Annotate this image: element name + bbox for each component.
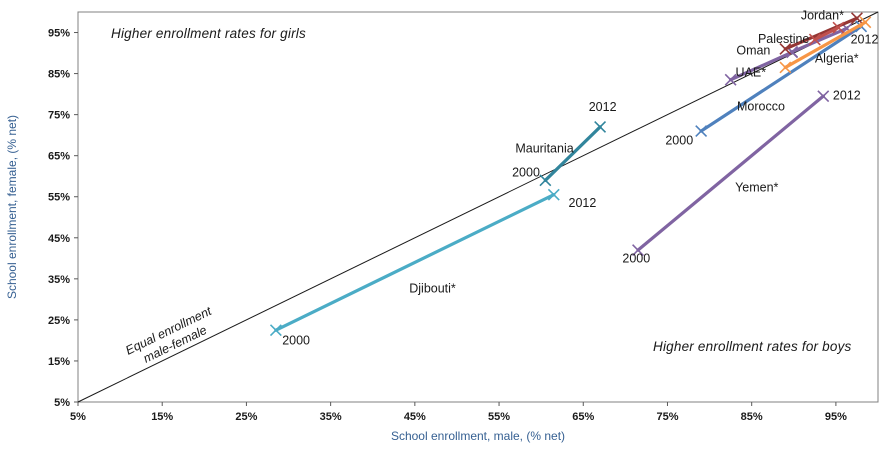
- x-tick-label: 45%: [404, 411, 426, 423]
- marker-x-yemen-2012: [817, 90, 830, 103]
- y-tick-label: 45%: [48, 233, 70, 245]
- marker-x-algeria-2000: [779, 61, 792, 74]
- series-line-palestine: [813, 26, 841, 42]
- series-line-oman: [790, 26, 849, 54]
- annotation-higher-boys: Higher enrollment rates for boys: [653, 339, 852, 354]
- marker-x-djibouti-2000: [269, 324, 282, 337]
- year-label-yemen-2000: 2000: [622, 251, 650, 265]
- y-tick-label: 65%: [48, 151, 70, 163]
- year-label-yemen-2012: 2012: [833, 89, 861, 103]
- y-tick-label: 15%: [48, 356, 70, 368]
- marker-x-palestine-2012: [808, 33, 821, 46]
- equal-enrollment-diagonal: [77, 11, 879, 403]
- country-label-morocco: Morocco: [737, 99, 785, 113]
- series-line-algeria: [783, 20, 867, 70]
- x-axis-title: School enrollment, male, (% net): [390, 429, 566, 443]
- x-tick-label: 15%: [151, 411, 173, 423]
- x-tick-label: 25%: [235, 411, 257, 423]
- y-axis-title: School enrollment, female, (% net): [5, 114, 19, 300]
- country-label-jordan: Jordan*: [801, 8, 844, 22]
- marker-x-jordan-2012: [850, 12, 863, 25]
- y-tick-label: 95%: [48, 28, 70, 40]
- marker-x-mauritania-2000: [539, 174, 552, 187]
- marker-x-palestine-2000: [832, 21, 845, 34]
- series-line-mauritania: [543, 125, 602, 182]
- y-tick-label: 5%: [54, 397, 70, 409]
- annotation-higher-girls: Higher enrollment rates for girls: [111, 26, 306, 41]
- y-tick-label: 25%: [48, 315, 70, 327]
- y-tick-label: 85%: [48, 69, 70, 81]
- country-label-algeria: Algeria*: [815, 51, 859, 65]
- year-label-mauritania-2000: 2000: [512, 166, 540, 180]
- x-tick-label: 55%: [488, 411, 510, 423]
- series-line-uae: [729, 50, 794, 82]
- year-label-djibouti-2000: 2000: [282, 333, 310, 347]
- year-label-djibouti-2012: 2012: [569, 196, 597, 210]
- x-tick-label: 35%: [320, 411, 342, 423]
- country-label-mauritania: Mauritania: [515, 142, 573, 156]
- country-label-palestine: Palestine: [758, 32, 809, 46]
- x-tick-label: 95%: [825, 411, 847, 423]
- year-label-cluster-2012: 2012: [851, 33, 879, 47]
- plot-border: [77, 11, 879, 403]
- x-tick-label: 85%: [741, 411, 763, 423]
- marker-x-jordan-2000: [779, 42, 792, 55]
- series-line-yemen: [636, 94, 825, 252]
- series-line-jordan: [783, 16, 859, 51]
- marker-x-djibouti-2012: [547, 188, 560, 201]
- country-label-oman: Oman: [736, 44, 770, 58]
- country-label-djibouti: Djibouti*: [409, 282, 456, 296]
- x-tick-label: 65%: [572, 411, 594, 423]
- year-label-mauritania-2012: 2012: [589, 100, 617, 114]
- marker-x-yemen-2000: [632, 244, 644, 257]
- series-line-djibouti: [274, 193, 556, 332]
- marker-x-morocco-2000: [695, 125, 708, 138]
- x-tick-label: 75%: [656, 411, 678, 423]
- y-tick-label: 55%: [48, 192, 70, 204]
- series-line-morocco: [699, 24, 863, 133]
- y-tick-label: 75%: [48, 110, 70, 122]
- marker-x-algeria-2012: [859, 16, 872, 29]
- country-label-uae: UAE*: [736, 65, 767, 79]
- marker-x-uae-2000: [724, 73, 737, 86]
- x-tick-label: 5%: [70, 411, 86, 423]
- year-label-morocco-2000: 2000: [665, 133, 693, 147]
- y-tick-label: 35%: [48, 274, 70, 286]
- marker-x-mauritania-2012: [594, 120, 607, 133]
- country-label-yemen: Yemen*: [735, 181, 778, 195]
